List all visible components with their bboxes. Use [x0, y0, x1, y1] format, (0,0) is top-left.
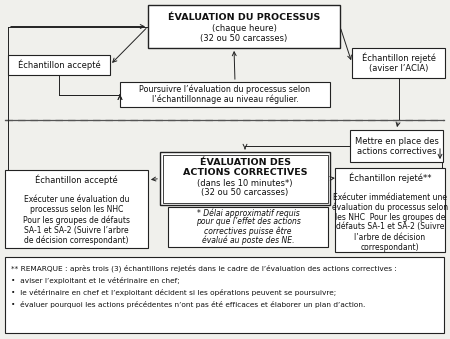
Bar [168, 207, 328, 247]
Text: Pour les groupes de défauts: Pour les groupes de défauts [23, 215, 130, 225]
Text: ÉVALUATION DES: ÉVALUATION DES [199, 158, 291, 167]
Text: (32 ou 50 carcasses): (32 ou 50 carcasses) [200, 34, 288, 43]
Text: évaluation du processus selon: évaluation du processus selon [332, 202, 448, 212]
Bar [148, 5, 340, 48]
Text: Échantillon rejeté**: Échantillon rejeté** [349, 173, 431, 183]
Text: (32 ou 50 carcasses): (32 ou 50 carcasses) [202, 188, 288, 197]
Text: défauts SA-1 et SA-2 (Suivre: défauts SA-1 et SA-2 (Suivre [336, 222, 444, 232]
Text: pour que l’effet des actions: pour que l’effet des actions [196, 218, 301, 226]
Bar [5, 257, 444, 333]
Text: actions correctives: actions correctives [357, 146, 436, 156]
Text: les NHC  Pour les groupes de: les NHC Pour les groupes de [335, 213, 445, 221]
Bar [8, 55, 110, 75]
Text: Poursuivre l’évaluation du processus selon: Poursuivre l’évaluation du processus sel… [140, 85, 310, 94]
Text: ÉVALUATION DU PROCESSUS: ÉVALUATION DU PROCESSUS [168, 13, 320, 22]
Text: Exécuter immédiatement une: Exécuter immédiatement une [333, 193, 447, 201]
Bar [162, 155, 328, 202]
Bar [335, 168, 445, 252]
Text: Échantillon rejeté: Échantillon rejeté [361, 53, 436, 63]
Text: de décision correspondant): de décision correspondant) [24, 235, 129, 245]
Text: ** REMARQUE : après trois (3) échantillons rejetés dans le cadre de l’évaluation: ** REMARQUE : après trois (3) échantillo… [11, 264, 397, 272]
Text: * Délai approximatif requis: * Délai approximatif requis [197, 208, 299, 218]
Bar [5, 170, 148, 248]
Text: l’échantillonnage au niveau régulier.: l’échantillonnage au niveau régulier. [152, 95, 298, 104]
Text: •  le vétérinaire en chef et l’exploitant décident si les opérations peuvent se : • le vétérinaire en chef et l’exploitant… [11, 288, 336, 296]
Text: •  évaluer pourquoi les actions précédentes n’ont pas été efficaces et élaborer : • évaluer pourquoi les actions précédent… [11, 300, 365, 307]
Text: Échantillon accepté: Échantillon accepté [35, 175, 118, 185]
Text: évalué au poste des NE.: évalué au poste des NE. [202, 235, 294, 245]
Text: Exécuter une évaluation du: Exécuter une évaluation du [24, 196, 129, 204]
Text: •  aviser l’exploitant et le vétérinaire en chef;: • aviser l’exploitant et le vétérinaire … [11, 277, 180, 283]
Bar [352, 48, 445, 78]
Text: Échantillon accepté: Échantillon accepté [18, 60, 100, 70]
Text: ACTIONS CORRECTIVES: ACTIONS CORRECTIVES [183, 168, 307, 177]
Text: correctives puisse être: correctives puisse être [204, 226, 292, 236]
Text: correspondant): correspondant) [361, 242, 419, 252]
Text: SA-1 et SA-2 (Suivre l’arbre: SA-1 et SA-2 (Suivre l’arbre [24, 225, 129, 235]
Text: processus selon les NHC: processus selon les NHC [30, 205, 123, 215]
Text: (dans les 10 minutes*): (dans les 10 minutes*) [197, 179, 293, 188]
Bar [160, 152, 330, 205]
Bar [120, 82, 330, 107]
Text: (aviser l’ACIA): (aviser l’ACIA) [369, 63, 428, 73]
Text: l’arbre de décision: l’arbre de décision [355, 233, 426, 241]
Text: Mettre en place des: Mettre en place des [355, 137, 438, 145]
Bar [350, 130, 443, 162]
Text: (chaque heure): (chaque heure) [212, 24, 276, 33]
